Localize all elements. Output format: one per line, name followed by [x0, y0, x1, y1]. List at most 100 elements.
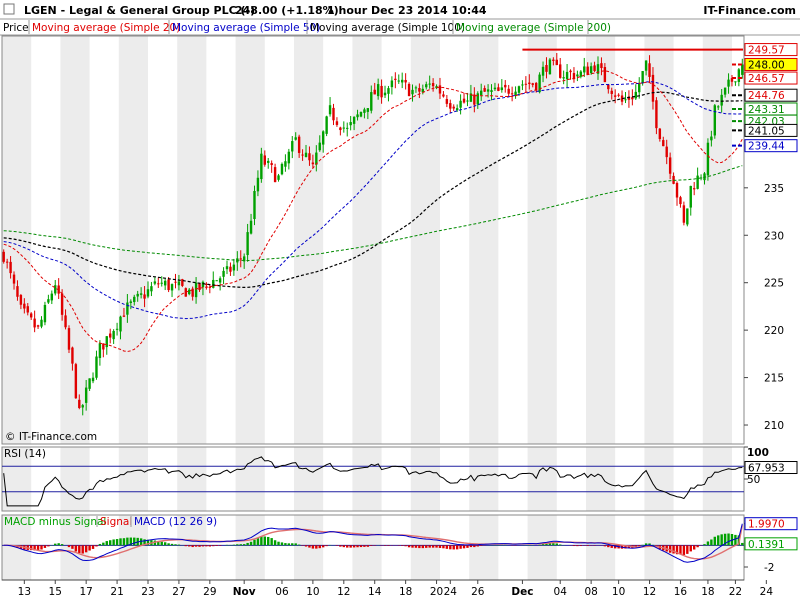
x-tick-label: 06: [275, 586, 289, 598]
day-stripe: [469, 447, 499, 511]
candle-body: [686, 208, 689, 225]
macd-legend-0: MACD minus Signal: [4, 516, 106, 528]
x-tick-label: 18: [701, 586, 714, 598]
candle-body: [727, 79, 730, 87]
candle-body: [249, 220, 253, 234]
candle-body: [387, 88, 390, 94]
candle-body: [242, 256, 246, 262]
day-stripe: [235, 447, 265, 511]
candle-body: [352, 116, 356, 124]
day-stripe: [177, 36, 207, 444]
candle-body: [373, 89, 376, 95]
legend-item-1: Moving average (Simple 20): [32, 22, 180, 34]
rsi-title: RSI (14): [4, 448, 46, 460]
candle-body: [267, 160, 270, 163]
macd-legend-1: Signal: [100, 516, 132, 528]
candle-body: [346, 127, 349, 129]
candle-body: [613, 95, 617, 97]
candle-body: [631, 97, 634, 100]
candle-body: [105, 336, 108, 348]
candle-body: [232, 264, 236, 271]
candle-body: [91, 377, 95, 382]
candle-body: [545, 64, 548, 72]
candle-body: [449, 103, 452, 109]
candle-body: [2, 251, 5, 262]
candle-body: [541, 66, 545, 76]
day-stripe: [60, 447, 90, 511]
day-stripe: [2, 36, 32, 444]
candle-body: [655, 100, 658, 129]
candle-body: [64, 315, 67, 328]
candle-body: [174, 281, 177, 283]
candle-body: [29, 313, 33, 318]
candle-body: [638, 83, 641, 93]
candle-body: [201, 281, 205, 288]
candle-body: [483, 88, 486, 92]
candle-body: [723, 87, 727, 95]
candle-body: [428, 83, 431, 85]
candle-body: [188, 289, 191, 295]
macd-line: [3, 523, 743, 563]
candle-body: [260, 153, 263, 180]
candle-body: [418, 88, 421, 92]
collapse-icon[interactable]: [3, 3, 15, 15]
x-tick-label: 15: [49, 586, 62, 598]
candle-body: [507, 88, 510, 94]
y-tick-label: 225: [764, 278, 784, 290]
candle-body: [710, 136, 713, 141]
candle-body: [287, 151, 291, 164]
day-stripe: [469, 515, 499, 580]
candle-body: [414, 87, 418, 89]
ma200-line: [3, 165, 743, 262]
candle-body: [548, 59, 552, 75]
candle-body: [36, 325, 40, 327]
candle-body: [129, 301, 133, 303]
candle-body: [411, 89, 414, 95]
x-axis: 13 15 17 21 23 27 29 Nov 06 10 12 14 18 20 24 26 Dec 04 08…: [2, 579, 773, 598]
price-panel: 210 215 220 225 230 235 249.57 248.00 246.57 244.…: [1, 35, 798, 445]
candle-body: [315, 152, 318, 165]
candle-body: [662, 140, 665, 147]
candle-body: [122, 315, 126, 317]
candle-body: [534, 82, 538, 91]
candle-body: [706, 142, 710, 176]
candle-body: [394, 78, 397, 80]
candle-body: [342, 127, 346, 129]
candle-body: [194, 282, 198, 298]
y-tick-label: 220: [764, 325, 784, 337]
price-label-box: [744, 57, 798, 71]
candle-body: [504, 84, 507, 88]
x-tick-label: 10: [612, 586, 625, 598]
candle-body: [528, 82, 531, 85]
day-stripe: [177, 447, 207, 511]
candle-body: [675, 182, 679, 198]
price-label: 243.31: [748, 104, 785, 116]
rsi-tick-50: 50: [747, 474, 760, 486]
candle-body: [689, 185, 692, 208]
candle-body: [696, 175, 699, 189]
candle-body: [493, 87, 497, 90]
macd-value: 1.9970: [748, 519, 785, 531]
macd-legend-2: MACD (12 26 9): [134, 516, 217, 528]
candle-body: [253, 190, 256, 220]
candle-body: [634, 91, 637, 99]
candle-body: [730, 78, 734, 82]
candle-body: [356, 114, 359, 118]
candle-body: [277, 175, 280, 180]
candle-body: [431, 83, 435, 87]
candle-body: [50, 293, 54, 301]
candle-body: [524, 83, 528, 85]
price-label: 241.05: [748, 125, 785, 137]
candle-body: [205, 283, 208, 285]
day-stripe: [293, 447, 324, 511]
candle-body: [146, 289, 150, 297]
candle-body: [555, 59, 558, 66]
candle-body: [620, 95, 624, 102]
day-stripe: [585, 36, 616, 444]
candle-body: [12, 274, 16, 284]
x-tick-label: 12: [337, 586, 350, 598]
candle-body: [682, 205, 686, 223]
candle-body: [332, 107, 335, 121]
candle-body: [215, 280, 218, 282]
